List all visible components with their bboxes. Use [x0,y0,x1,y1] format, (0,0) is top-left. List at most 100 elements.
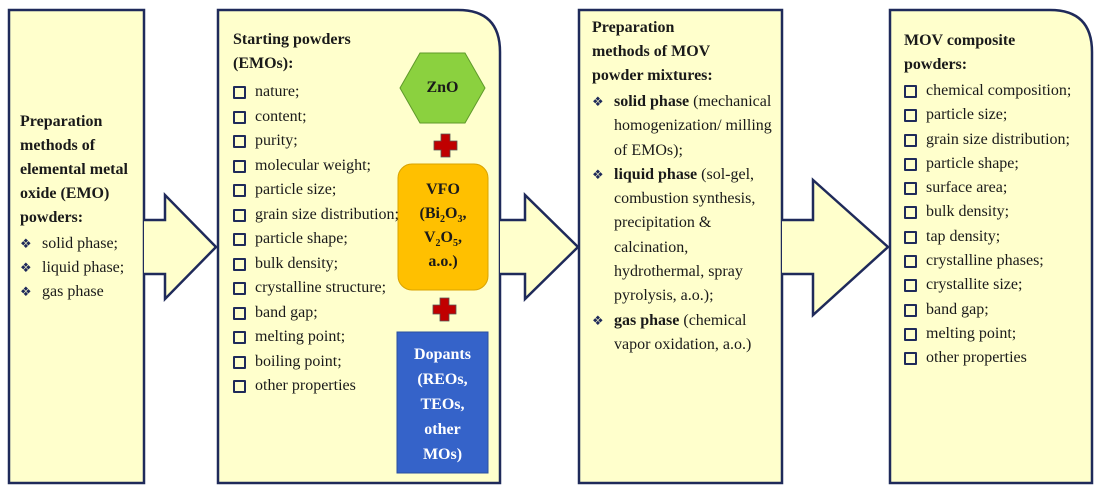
mixture-preparation-text: Preparation methods of MOV powder mixtur… [592,16,780,357]
dopants-line: other [424,421,461,438]
checkbox-bullet-icon [233,227,246,255]
dopants-line: (REOs, [417,371,468,388]
item-text: chemical composition; [926,82,1072,99]
box1-title: Preparation methods of elemental metal o… [20,113,128,226]
item-text: liquid phase; [42,259,125,276]
list-item: crystalline phases; [904,249,1074,273]
checkbox-bullet-icon [233,301,246,329]
checkbox-bullet-icon [233,203,246,231]
checkbox-bullet-icon [904,176,917,203]
item-text: particle shape; [255,230,348,247]
vfo-box [397,163,489,291]
list-item: ❖ liquid phase; [20,256,145,280]
checkbox-bullet-icon [233,105,246,133]
checkbox-bullet-icon [904,128,917,155]
checkbox-bullet-icon [904,79,917,106]
item-text: other properties [926,349,1027,367]
dopants-line: TEOs, [420,396,465,413]
item-text: surface area; [926,179,1008,197]
item-text: nature; [255,83,300,100]
item-text: melting point; [255,328,346,345]
plus-icon [433,133,458,158]
mov-composite-text: MOV composite powders: chemical composit… [904,29,1089,371]
phase-methods: (chemical vapor oxidation, a.o.) [614,311,752,353]
checkbox-bullet-icon [904,103,917,130]
dopants-box [396,331,489,474]
checkbox-bullet-icon [904,200,917,227]
item-text: molecular weight; [255,156,371,174]
list-item: ❖ solid phase; [20,232,145,256]
item-text: crystalline phases; [926,252,1044,270]
vfo-bi2o3: (Bi2O3, [419,205,467,226]
list-item: boiling point; [233,350,408,375]
item-text: crystallite size; [926,276,1023,294]
phase-name: solid phase [614,93,690,110]
item-text: crystalline structure; [255,279,387,296]
emo-preparation-text: Preparation methods of elemental metal o… [20,110,145,304]
item-text: boiling point; [255,352,342,370]
item-text: band gap; [926,300,989,318]
checkbox-bullet-icon [904,322,917,349]
checkbox-bullet-icon [233,154,246,182]
checkbox-bullet-icon [904,225,917,252]
list-item: particle shape; [233,227,408,252]
list-item: ❖ liquid phase (sol-gel, combustion synth… [592,163,780,309]
checkbox-bullet-icon [233,276,246,304]
phase-methods: (mechanical homogenization/ milling of E… [614,93,772,159]
item-text: melting point; [926,324,1017,342]
diamond-bullet-icon: ❖ [592,94,604,109]
vfo-title: VFO [426,181,460,198]
vfo-v2o5: V2O5, [423,229,462,250]
box-mov-composite [888,8,1094,485]
checkbox-bullet-icon [233,178,246,206]
arrow-1 [144,191,218,303]
item-text: gas phase [42,283,104,300]
phase-name: gas phase [614,311,680,329]
diamond-bullet-icon: ❖ [20,260,32,275]
diamond-bullet-icon: ❖ [20,236,32,251]
zno-hexagon [399,52,486,124]
item-text: grain size distribution; [255,205,399,223]
checkbox-bullet-icon [233,374,246,402]
item-text: solid phase; [42,235,118,252]
item-text: tap density; [926,227,1001,245]
checkbox-bullet-icon [904,346,917,373]
checkbox-bullet-icon [233,252,246,280]
item-text: content; [255,107,307,125]
checkbox-bullet-icon [904,273,917,300]
diamond-bullet-icon: ❖ [20,284,32,299]
dopants-line: MOs) [422,446,463,463]
item-text: particle size; [255,181,337,198]
list-item: particle size; [904,103,1074,127]
list-item: band gap; [233,301,408,326]
plus-icon [432,297,457,322]
list-item: ❖ solid phase (mechanical homogenization/… [592,90,780,163]
checkbox-bullet-icon [904,298,917,325]
list-item: purity; [233,129,408,154]
item-text: band gap; [255,303,318,321]
vfo-label: VFO (Bi2O3, V2O5, a.o.) [398,178,488,274]
list-item: melting point; [904,322,1074,346]
checkbox-bullet-icon [904,249,917,276]
checkbox-bullet-icon [233,325,246,353]
checkbox-bullet-icon [233,80,246,108]
list-item: particle size; [233,178,408,203]
vfo-ao: a.o.) [428,253,458,270]
diamond-bullet-icon: ❖ [592,166,604,182]
checkbox-bullet-icon [233,129,246,157]
arrow-3 [782,177,890,318]
starting-powders-text: Starting powders (EMOs): nature; content;… [233,28,399,402]
list-item: particle shape; [904,152,1074,176]
list-item: grain size distribution; [233,203,408,228]
box2-title: Starting powders (EMOs): [233,31,351,72]
diamond-bullet-icon: ❖ [592,312,604,328]
checkbox-bullet-icon [904,152,917,179]
box-mixture-preparation [577,8,784,485]
list-item: bulk density; [904,200,1074,224]
item-text: bulk density; [926,203,1010,221]
list-item: chemical composition; [904,79,1074,103]
item-text: particle shape; [926,154,1019,172]
item-text: bulk density; [255,254,339,272]
